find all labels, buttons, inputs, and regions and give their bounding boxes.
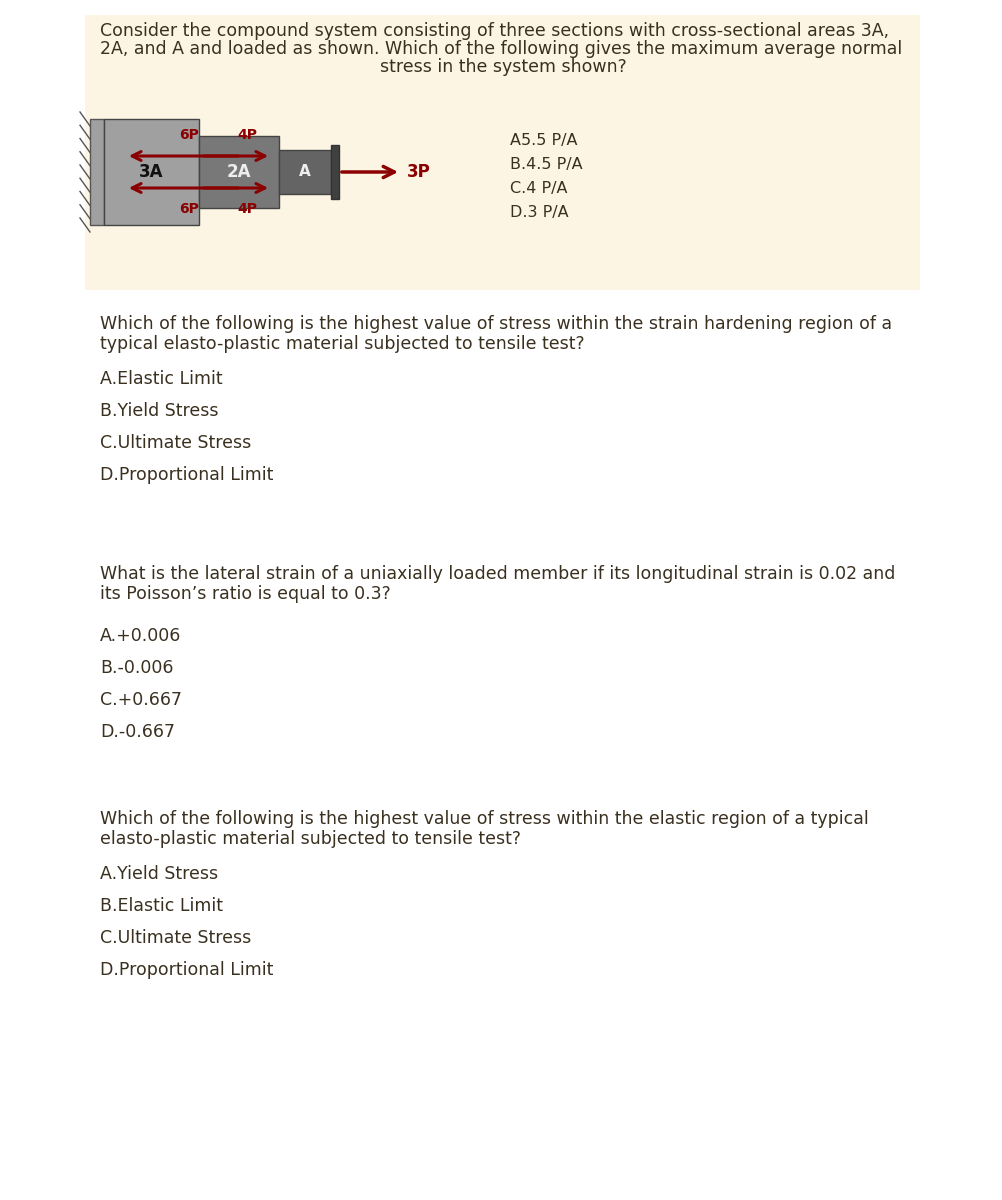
Text: A.Elastic Limit: A.Elastic Limit [100,370,222,388]
Text: B.Yield Stress: B.Yield Stress [100,402,218,420]
Text: A: A [299,164,311,180]
Text: C.Ultimate Stress: C.Ultimate Stress [100,929,250,947]
Text: B.-0.006: B.-0.006 [100,659,173,677]
Text: C.4 P/A: C.4 P/A [509,180,567,196]
Text: B.Elastic Limit: B.Elastic Limit [100,898,222,914]
Text: D.Proportional Limit: D.Proportional Limit [100,961,274,979]
Text: A5.5 P/A: A5.5 P/A [509,132,577,148]
Text: stress in the system shown?: stress in the system shown? [380,58,626,76]
Text: 4P: 4P [236,128,257,142]
Text: Which of the following is the highest value of stress within the elastic region : Which of the following is the highest va… [100,810,868,828]
Bar [198,136,279,208]
Bar [279,150,331,194]
Text: A.+0.006: A.+0.006 [100,626,181,646]
Text: B.4.5 P/A: B.4.5 P/A [509,156,582,172]
Bar [104,119,198,226]
Text: typical elasto-plastic material subjected to tensile test?: typical elasto-plastic material subjecte… [100,335,584,353]
Bar [85,14,919,290]
Text: D.3 P/A: D.3 P/A [509,204,568,220]
Bar [90,119,104,226]
Text: 3A: 3A [139,163,163,181]
Text: its Poisson’s ratio is equal to 0.3?: its Poisson’s ratio is equal to 0.3? [100,584,391,602]
Text: elasto-plastic material subjected to tensile test?: elasto-plastic material subjected to ten… [100,830,520,848]
Bar [331,145,339,199]
Text: D.-0.667: D.-0.667 [100,722,174,740]
Text: D.Proportional Limit: D.Proportional Limit [100,466,274,484]
Text: 4P: 4P [236,202,257,216]
Text: 6P: 6P [179,128,198,142]
Text: 2A, and A and loaded as shown. Which of the following gives the maximum average : 2A, and A and loaded as shown. Which of … [100,40,902,58]
Text: 6P: 6P [179,202,198,216]
Text: 2A: 2A [226,163,250,181]
Text: 3P: 3P [407,163,430,181]
Text: Consider the compound system consisting of three sections with cross-sectional a: Consider the compound system consisting … [100,22,888,40]
Text: Which of the following is the highest value of stress within the strain hardenin: Which of the following is the highest va… [100,314,891,332]
Text: C.+0.667: C.+0.667 [100,691,181,709]
Text: A.Yield Stress: A.Yield Stress [100,865,217,883]
Text: What is the lateral strain of a uniaxially loaded member if its longitudinal str: What is the lateral strain of a uniaxial… [100,565,895,583]
Text: C.Ultimate Stress: C.Ultimate Stress [100,434,250,452]
